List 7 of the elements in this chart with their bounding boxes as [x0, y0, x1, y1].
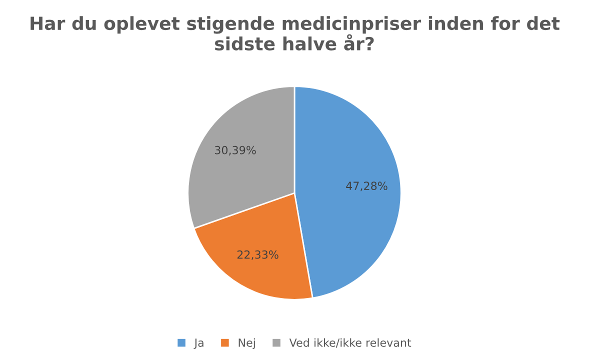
chart-title: Har du oplevet stigende medicinpriser inden for det sidste halve år?: [30, 16, 560, 50]
legend-label: Nej: [238, 338, 255, 349]
data-label: 30,39%: [214, 146, 256, 156]
legend-label: Ved ikke/ikke relevant: [289, 338, 412, 348]
data-label: 47,28%: [346, 182, 388, 192]
data-label: 22,33%: [237, 250, 278, 260]
legend-label: Ja: [194, 338, 204, 349]
